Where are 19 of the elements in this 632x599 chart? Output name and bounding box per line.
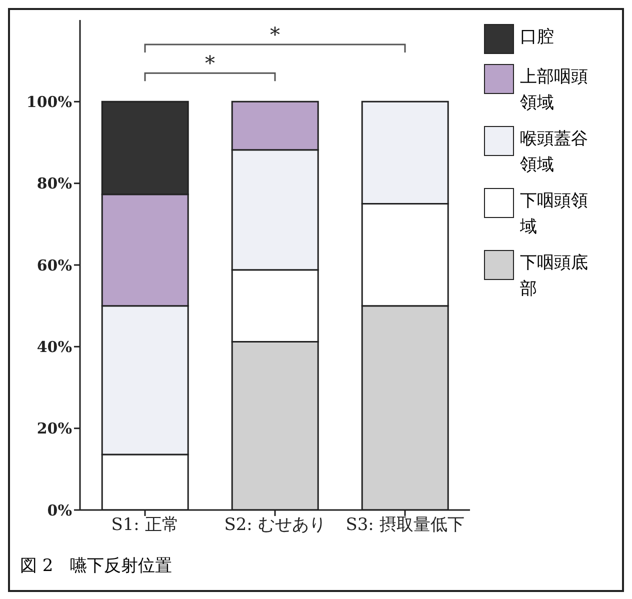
y-tick-label: 60% <box>36 256 72 274</box>
significance-bracket: * <box>144 22 406 52</box>
y-tick-label: 0% <box>47 501 72 520</box>
legend-label: 上部咽頭領域 <box>520 66 588 115</box>
legend-label: 下咽頭領域 <box>520 190 588 239</box>
significance-bracket: * <box>144 51 276 82</box>
legend-label: 喉頭蓋谷領域 <box>520 128 588 177</box>
y-tick-label: 40% <box>36 338 72 356</box>
x-tick-label: S1: 正常 <box>111 515 179 536</box>
legend-label: 下咽頭底部 <box>520 252 588 301</box>
caption: 図 2 嚥下反射位置 <box>20 555 172 577</box>
x-tick-label: S3: 摂取量低下 <box>346 515 464 536</box>
y-tick-label: 20% <box>36 420 72 438</box>
legend-label: 口腔 <box>520 26 554 49</box>
y-tick-label: 100% <box>26 92 72 111</box>
y-tick-label: 80% <box>36 174 72 193</box>
annotation: * <box>205 51 215 76</box>
x-tick-label: S2: むせあり <box>224 515 326 536</box>
annotation: * <box>270 22 280 46</box>
